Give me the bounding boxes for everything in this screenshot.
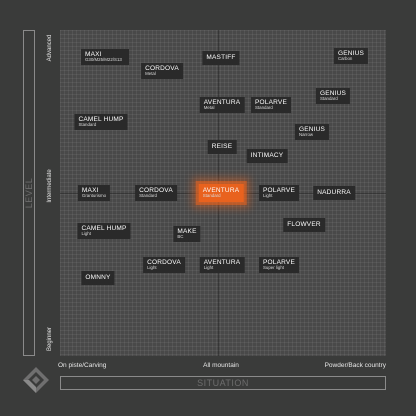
- node-name: POLARVE: [263, 186, 295, 194]
- node-flowver[interactable]: FLOWVER: [283, 218, 325, 232]
- node-name: FLOWVER: [287, 220, 321, 228]
- node-name: OMNNY: [85, 273, 111, 281]
- node-name: CAMEL HUMP: [81, 224, 127, 232]
- node-subtitle: Light: [81, 230, 91, 236]
- node-camel-hump-standard[interactable]: CAMEL HUMP Standard: [74, 114, 128, 130]
- node-subtitle: Standard: [139, 192, 157, 198]
- node-subtitle: Light: [203, 264, 214, 270]
- node-name: AVENTURA: [203, 258, 241, 266]
- node-omnny[interactable]: OMNNY: [81, 271, 115, 285]
- node-name: CORDOVA: [145, 64, 179, 72]
- node-genius-standard[interactable]: GENIUS Standard: [315, 88, 351, 104]
- node-subtitle: BC: [177, 233, 184, 239]
- node-name: MAXI: [81, 186, 99, 194]
- node-subtitle: G30/M25/M22/S13: [85, 56, 122, 62]
- y-tick-intermediate: Intermediate: [47, 169, 53, 203]
- node-polarve-super-light[interactable]: POLARVE Super light: [259, 257, 299, 273]
- node-genius-carbon[interactable]: GENIUS Carbon: [333, 48, 369, 64]
- node-cordova-standard[interactable]: CORDOVA Standard: [135, 185, 177, 201]
- node-maxi-granturismo[interactable]: MAXI Granturismo: [77, 185, 111, 201]
- node-name: MAXI: [85, 50, 102, 58]
- node-subtitle: Super light: [263, 264, 284, 270]
- node-genius-narrow[interactable]: GENIUS Narrow: [294, 124, 330, 140]
- node-subtitle: Standard: [255, 104, 273, 110]
- node-subtitle: Metal: [145, 70, 156, 76]
- node-name: AVENTURA: [203, 98, 241, 106]
- node-reise[interactable]: REISE: [207, 140, 237, 154]
- node-cordova-light[interactable]: CORDOVA Light: [143, 257, 185, 273]
- node-aventura-standard[interactable]: AVENTURA Standard: [198, 184, 244, 202]
- node-aventura-metal[interactable]: AVENTURA Metal: [199, 97, 245, 113]
- node-subtitle: Granturismo: [81, 192, 107, 198]
- node-name: CAMEL HUMP: [78, 115, 124, 123]
- node-mastiff[interactable]: MASTIFF: [202, 51, 240, 65]
- node-name: CORDOVA: [139, 186, 173, 194]
- y-tick-beginner: Beginner: [47, 326, 53, 352]
- node-subtitle: Narrow: [298, 131, 314, 137]
- x-tick-powder: Powder/Back country: [324, 362, 386, 369]
- node-subtitle: Light: [147, 264, 157, 270]
- y-tick-advanced: Advanced: [47, 34, 53, 62]
- plot-area: MAXI G30/M25/M22/S13 CORDOVA Metal MASTIFF GE…: [60, 30, 386, 356]
- situation-axis-title: SITUATION: [197, 378, 249, 388]
- level-axis-title: LEVEL: [24, 177, 34, 209]
- node-make-bc[interactable]: MAKE BC: [173, 226, 201, 242]
- situation-axis-bar: SITUATION: [60, 376, 386, 390]
- node-name: MASTIFF: [206, 53, 236, 61]
- node-aventura-light[interactable]: AVENTURA Light: [199, 257, 245, 273]
- node-name: NADURRA: [317, 188, 351, 196]
- node-name: INTIMACY: [250, 151, 284, 159]
- node-subtitle: Carbon: [337, 55, 353, 61]
- brand-logo-icon: [23, 367, 49, 393]
- node-name: MAKE: [177, 227, 197, 235]
- node-camel-hump-light[interactable]: CAMEL HUMP Light: [77, 223, 131, 239]
- node-name: GENIUS: [298, 125, 326, 133]
- node-subtitle: Standard: [319, 95, 338, 101]
- node-subtitle: Light: [263, 192, 273, 198]
- node-name: GENIUS: [319, 89, 347, 97]
- node-polarve-standard[interactable]: POLARVE Standard: [251, 97, 291, 113]
- node-nadurra[interactable]: NADURRA: [313, 186, 355, 200]
- node-maxi-adv[interactable]: MAXI G30/M25/M22/S13: [81, 49, 129, 65]
- node-polarve-light[interactable]: POLARVE Light: [259, 185, 299, 201]
- node-name: GENIUS: [337, 49, 365, 57]
- node-subtitle: Standard: [78, 121, 97, 127]
- level-axis-bar: [23, 30, 35, 356]
- node-name: REISE: [211, 142, 233, 150]
- node-name: POLARVE: [255, 98, 287, 106]
- node-subtitle: Standard: [202, 192, 221, 198]
- node-subtitle: Metal: [203, 104, 215, 110]
- x-tick-on-piste: On piste/Carving: [58, 362, 107, 369]
- x-tick-all-mountain: All mountain: [203, 362, 239, 369]
- node-intimacy[interactable]: INTIMACY: [246, 149, 288, 163]
- node-name: CORDOVA: [147, 258, 181, 266]
- node-cordova-metal[interactable]: CORDOVA Metal: [141, 63, 183, 79]
- node-name: AVENTURA: [202, 186, 240, 194]
- node-name: POLARVE: [263, 258, 295, 266]
